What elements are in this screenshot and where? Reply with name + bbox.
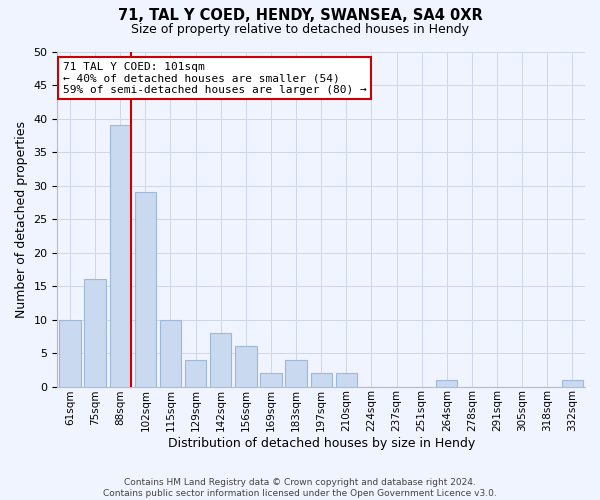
Text: 71 TAL Y COED: 101sqm
← 40% of detached houses are smaller (54)
59% of semi-deta: 71 TAL Y COED: 101sqm ← 40% of detached … xyxy=(62,62,367,95)
Text: 71, TAL Y COED, HENDY, SWANSEA, SA4 0XR: 71, TAL Y COED, HENDY, SWANSEA, SA4 0XR xyxy=(118,8,482,22)
Bar xyxy=(134,192,156,386)
Text: Size of property relative to detached houses in Hendy: Size of property relative to detached ho… xyxy=(131,22,469,36)
Bar xyxy=(210,333,232,386)
Bar xyxy=(59,320,80,386)
Bar xyxy=(286,360,307,386)
Bar xyxy=(185,360,206,386)
Bar xyxy=(235,346,257,387)
Bar xyxy=(436,380,457,386)
Bar xyxy=(311,373,332,386)
Bar xyxy=(335,373,357,386)
Text: Contains HM Land Registry data © Crown copyright and database right 2024.
Contai: Contains HM Land Registry data © Crown c… xyxy=(103,478,497,498)
X-axis label: Distribution of detached houses by size in Hendy: Distribution of detached houses by size … xyxy=(167,437,475,450)
Bar xyxy=(160,320,181,386)
Bar xyxy=(85,280,106,386)
Bar xyxy=(562,380,583,386)
Y-axis label: Number of detached properties: Number of detached properties xyxy=(15,120,28,318)
Bar xyxy=(110,125,131,386)
Bar xyxy=(260,373,281,386)
